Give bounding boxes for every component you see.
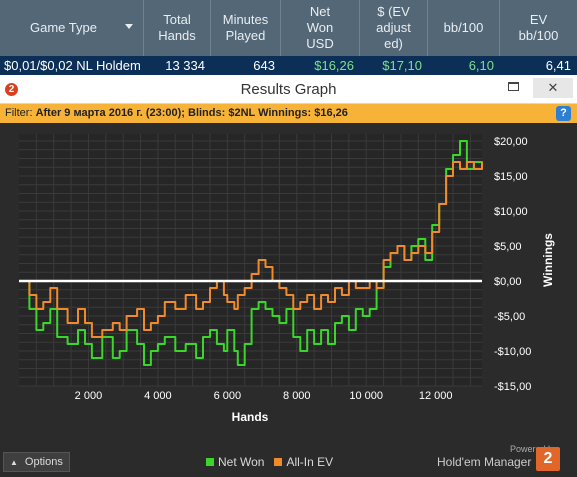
column-header-line: Net — [309, 4, 331, 19]
cell-ev-adjusted: $17,10 — [382, 58, 422, 73]
legend-label-allin-ev: All-In EV — [286, 455, 334, 469]
y-tick-label: -$10,00 — [494, 346, 531, 358]
column-header-line: ed) — [384, 36, 403, 51]
results-chart: $20,00 $15,00 $10,00 $5,00 $0,00 -$5,00 -$10,0… — [19, 134, 555, 424]
column-header-label: bb/100 — [444, 20, 484, 36]
cell-game-type: $0,01/$0,02 NL Holdem — [4, 58, 141, 73]
x-tick-label: 8 000 — [283, 390, 311, 402]
column-header-line: EV — [529, 12, 548, 27]
maximize-button[interactable] — [508, 82, 519, 91]
column-header-line: Minutes — [222, 12, 269, 27]
close-button[interactable]: ✕ — [533, 78, 573, 98]
column-header-line: Played — [225, 28, 266, 43]
stats-table-header: Game Type Total Hands Minutes Played Net Won US… — [0, 0, 577, 56]
y-tick-label: $5,00 — [494, 241, 522, 253]
column-header-1[interactable]: Total Hands — [144, 0, 211, 56]
hm2-brand-logo-icon: 2 — [536, 447, 560, 471]
x-tick-label: 10 000 — [349, 390, 383, 402]
y-tick-label: $0,00 — [494, 276, 522, 288]
series-line-allin-ev — [19, 161, 483, 338]
column-header-line: Game Type — [30, 20, 97, 35]
column-header-line: Total — [163, 12, 191, 27]
column-header-line: Won — [306, 20, 334, 35]
options-button[interactable]: ▲ Options — [3, 452, 70, 472]
column-header-label: EV bb/100 — [519, 12, 559, 44]
powered-by-text: Powered by — [510, 444, 558, 454]
column-header-label: Minutes Played — [223, 12, 269, 44]
column-header-line: USD — [306, 36, 334, 51]
column-header-line: Hands — [158, 28, 196, 43]
y-axis-title: Winnings — [541, 233, 555, 287]
column-header-2[interactable]: Minutes Played — [211, 0, 281, 56]
cell-net-won: $16,26 — [314, 58, 354, 73]
graph-panel: $20,00 $15,00 $10,00 $5,00 $0,00 -$5,00 -$10,0… — [0, 123, 577, 477]
axis-layer: $20,00 $15,00 $10,00 $5,00 $0,00 -$5,00 -$10,0… — [75, 136, 555, 424]
legend-item-net-won[interactable]: Net Won — [206, 455, 264, 469]
filter-winnings: $16,26 — [314, 107, 348, 119]
column-header-6[interactable]: EV bb/100 — [500, 0, 577, 56]
cell-bb100: 6,10 — [468, 58, 494, 73]
x-tick-label: 12 000 — [419, 390, 453, 402]
filter-bar: Filter: After 9 марта 2016 г. (23:00); B… — [0, 104, 577, 123]
brand-name: Hold'em Manager — [437, 455, 532, 469]
chart-legend: Net Won All-In EV — [206, 454, 343, 470]
column-header-5[interactable]: bb/100 — [428, 0, 500, 56]
y-tick-label: $20,00 — [494, 136, 528, 148]
options-label: Options — [24, 456, 63, 468]
column-header-line: bb/100 — [443, 20, 484, 35]
series-layer — [19, 140, 483, 366]
filter-label: Filter: — [5, 107, 33, 119]
column-header-0[interactable]: Game Type — [0, 0, 144, 56]
cell-ev-bb100: 6,41 — [545, 58, 571, 73]
legend-item-allin-ev[interactable]: All-In EV — [274, 455, 333, 469]
column-header-label: $ (EV adjust ed) — [376, 4, 411, 52]
sort-dropdown-icon[interactable] — [125, 24, 133, 29]
column-header-3[interactable]: Net Won USD — [281, 0, 360, 56]
cell-total-hands: 13 334 — [165, 58, 205, 73]
chevron-up-icon: ▲ — [10, 458, 18, 467]
column-header-label: Game Type — [30, 20, 97, 36]
column-header-line: bb/100 — [518, 28, 559, 43]
cell-minutes-played: 643 — [253, 58, 275, 73]
filter-text: After 9 марта 2016 г. (23:00); Blinds: $… — [35, 107, 312, 119]
y-tick-label: -$15,00 — [494, 381, 531, 393]
column-header-line: adjust — [376, 20, 411, 35]
help-icon[interactable]: ? — [556, 106, 571, 121]
hm2-logo-icon: 2 — [5, 83, 18, 96]
y-tick-label: -$5,00 — [494, 311, 525, 323]
stats-data-row[interactable]: $0,01/$0,02 NL Holdem 13 334 643 $16,26 … — [0, 56, 577, 75]
column-header-line: $ (EV — [377, 4, 410, 19]
column-header-label: Total Hands — [158, 12, 196, 44]
x-tick-label: 2 000 — [75, 390, 103, 402]
legend-swatch-net-won — [206, 458, 214, 466]
x-tick-label: 6 000 — [214, 390, 242, 402]
column-header-label: Net Won USD — [306, 4, 333, 52]
x-tick-label: 4 000 — [144, 390, 172, 402]
y-tick-label: $15,00 — [494, 171, 528, 183]
legend-label-net-won: Net Won — [218, 455, 265, 469]
x-axis-title: Hands — [232, 410, 269, 424]
y-tick-label: $10,00 — [494, 206, 528, 218]
column-header-4[interactable]: $ (EV adjust ed) — [360, 0, 428, 56]
window-title: Results Graph — [240, 81, 337, 98]
legend-swatch-allin-ev — [274, 458, 283, 466]
results-graph-title-bar: 2 Results Graph ✕ — [0, 76, 577, 104]
